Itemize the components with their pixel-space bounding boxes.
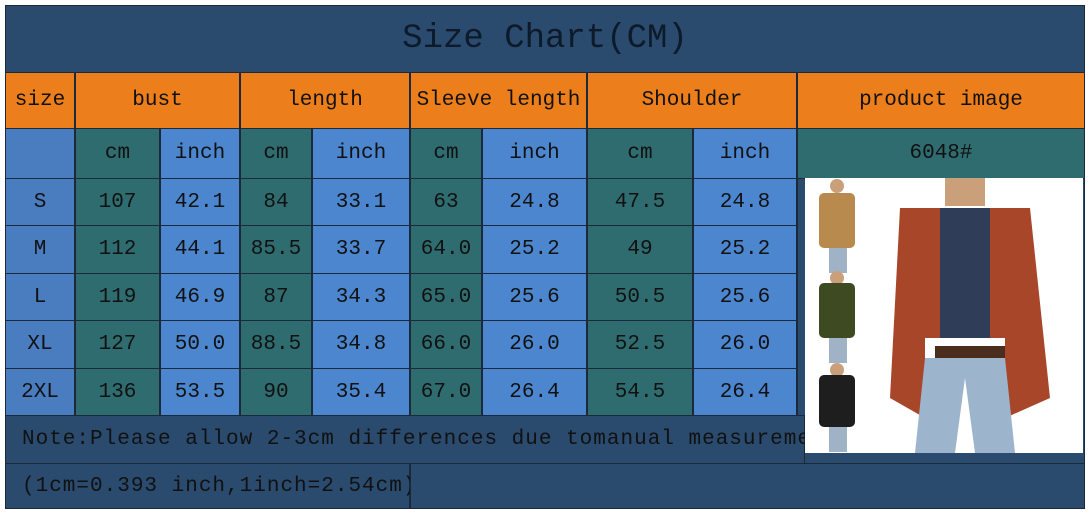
measurement: 25.2: [482, 225, 587, 274]
measurement: 63: [410, 178, 482, 226]
size-label: XL: [5, 320, 75, 369]
measurement: 25.6: [482, 273, 587, 321]
size-label: M: [5, 225, 75, 274]
coat-thumb: [819, 179, 855, 273]
coat-thumb: [819, 271, 855, 363]
measurement: 67.0: [410, 368, 482, 416]
measurement: 26.4: [482, 368, 587, 416]
measurement: 33.1: [312, 178, 410, 226]
coat-thumb: [819, 363, 855, 452]
measurement: 42.1: [160, 178, 240, 226]
unit-header: cm: [410, 128, 482, 179]
measurement: 112: [75, 225, 160, 274]
measurement: 49: [587, 225, 693, 274]
measurement: 85.5: [240, 225, 312, 274]
measurement: 26.4: [693, 368, 797, 416]
measurement: 50.5: [587, 273, 693, 321]
measurement: 87: [240, 273, 312, 321]
column-header: product image: [797, 72, 1085, 129]
column-header: bust: [75, 72, 240, 129]
measurement: 26.0: [482, 320, 587, 369]
coat-main: [890, 178, 1050, 453]
measurement: 53.5: [160, 368, 240, 416]
unit-header: cm: [587, 128, 693, 179]
unit-header: inch: [160, 128, 240, 179]
blank-cell: [5, 128, 75, 179]
title: Size Chart(CM): [5, 5, 1085, 73]
measurement: 47.5: [587, 178, 693, 226]
unit-header: inch: [482, 128, 587, 179]
measurement: 119: [75, 273, 160, 321]
measurement: 107: [75, 178, 160, 226]
measurement: 24.8: [482, 178, 587, 226]
measurement: 84: [240, 178, 312, 226]
column-header: Sleeve length: [410, 72, 587, 129]
measurement: 46.9: [160, 273, 240, 321]
unit-header: inch: [312, 128, 410, 179]
measurement: 44.1: [160, 225, 240, 274]
measurement: 127: [75, 320, 160, 369]
column-header: length: [240, 72, 410, 129]
size-label: S: [5, 178, 75, 226]
measurement: 66.0: [410, 320, 482, 369]
column-header: size: [5, 72, 75, 129]
size-label: 2XL: [5, 368, 75, 416]
measurement: 65.0: [410, 273, 482, 321]
conversion-note: (1cm=0.393 inch,1inch=2.54cm): [5, 463, 415, 509]
measurement: 52.5: [587, 320, 693, 369]
measurement: 25.2: [693, 225, 797, 274]
size-label: L: [5, 273, 75, 321]
measurement: 24.8: [693, 178, 797, 226]
unit-header: cm: [75, 128, 160, 179]
blank-cell: [410, 463, 1085, 509]
measurement: 33.7: [312, 225, 410, 274]
product-image: [805, 178, 1083, 453]
measurement: 34.3: [312, 273, 410, 321]
measurement: 34.8: [312, 320, 410, 369]
note: Note:Please allow 2-3cm differences due …: [5, 415, 837, 464]
column-header: Shoulder: [587, 72, 797, 129]
measurement: 25.6: [693, 273, 797, 321]
measurement: 26.0: [693, 320, 797, 369]
measurement: 54.5: [587, 368, 693, 416]
measurement: 88.5: [240, 320, 312, 369]
product-code: 6048#: [797, 128, 1085, 179]
measurement: 136: [75, 368, 160, 416]
measurement: 35.4: [312, 368, 410, 416]
measurement: 90: [240, 368, 312, 416]
unit-header: cm: [240, 128, 312, 179]
measurement: 64.0: [410, 225, 482, 274]
measurement: 50.0: [160, 320, 240, 369]
unit-header: inch: [693, 128, 797, 179]
product-photo: [805, 178, 1083, 453]
